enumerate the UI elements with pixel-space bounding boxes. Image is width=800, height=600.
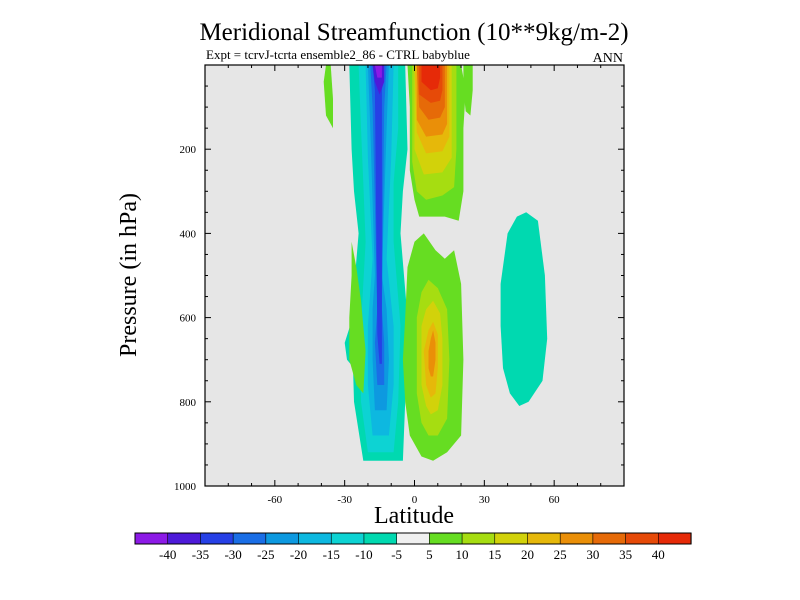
colorbar: -40 -35 -30 -25 -20 -15 -10 -5 5 10 15 20 25 30 35 40 <box>134 532 692 562</box>
colorbar-label: 20 <box>521 547 534 562</box>
colorbar-swatch-11 <box>494 532 529 545</box>
contour-regions <box>323 65 548 461</box>
colorbar-label: -25 <box>257 547 274 562</box>
colorbar-swatch-4 <box>265 532 300 545</box>
colorbar-swatch-1 <box>167 532 202 545</box>
colorbar-swatch-3 <box>232 532 267 545</box>
x-tick-label: 0 <box>412 494 418 506</box>
colorbar-label: -40 <box>159 547 176 562</box>
colorbar-label: 15 <box>488 547 501 562</box>
colorbar-label: 40 <box>652 547 665 562</box>
colorbar-label: 25 <box>554 547 567 562</box>
colorbar-swatch-14 <box>592 532 627 545</box>
colorbar-swatch-16 <box>657 532 692 545</box>
contour-region-5 <box>372 65 385 364</box>
colorbar-swatch-0 <box>134 532 169 545</box>
contour-region-10 <box>349 241 366 394</box>
colorbar-swatch-8 <box>396 532 430 545</box>
colorbar-label: -20 <box>290 547 307 562</box>
contour-region-23 <box>428 330 436 377</box>
colorbar-label: -30 <box>224 547 241 562</box>
colorbar-label: 35 <box>619 547 632 562</box>
chart-subtitle: Expt = tcrvJ-tcrta ensemble2_86 - CTRL b… <box>206 47 470 62</box>
colorbar-swatch-7 <box>363 532 398 545</box>
colorbar-swatch-5 <box>298 532 332 545</box>
y-tick-label: 1000 <box>174 481 197 493</box>
x-tick-label: -30 <box>337 494 352 506</box>
colorbar-label: -35 <box>192 547 209 562</box>
colorbar-swatch-9 <box>429 532 463 545</box>
y-tick-label: 400 <box>180 228 197 240</box>
y-tick-label: 200 <box>180 144 197 156</box>
contour-region-7 <box>374 65 382 78</box>
contour-region-25 <box>500 212 548 406</box>
y-axis-label: Pressure (in hPa) <box>116 193 142 357</box>
contour-region-24 <box>463 65 473 116</box>
x-tick-label: 30 <box>479 494 491 506</box>
y-tick-label: 600 <box>180 313 197 325</box>
contour-region-9 <box>323 65 333 129</box>
colorbar-label: 30 <box>586 547 599 562</box>
season-label: ANN <box>593 51 623 66</box>
contour-region-18 <box>421 65 441 91</box>
colorbar-swatch-10 <box>461 532 496 545</box>
x-axis-label: Latitude <box>374 503 454 529</box>
colorbar-label: 10 <box>456 547 469 562</box>
x-tick-label: -60 <box>267 494 282 506</box>
colorbar-swatch-15 <box>625 532 659 545</box>
colorbar-swatch-13 <box>559 532 594 545</box>
colorbar-label: -10 <box>355 547 372 562</box>
colorbar-swatch-12 <box>527 532 561 545</box>
colorbar-swatch-2 <box>200 532 234 545</box>
colorbar-frame <box>134 532 692 545</box>
axis-ticks: -60 -30 0 30 60 200 400 600 800 1000 <box>174 65 624 506</box>
colorbar-swatch-6 <box>330 532 365 545</box>
chart-title: Meridional Streamfunction (10**9kg/m-2) <box>199 19 628 46</box>
colorbar-label: 5 <box>426 547 433 562</box>
x-tick-label: 60 <box>549 494 561 506</box>
colorbar-label: -5 <box>391 547 402 562</box>
colorbar-label: -15 <box>323 547 340 562</box>
y-tick-label: 800 <box>180 397 197 409</box>
